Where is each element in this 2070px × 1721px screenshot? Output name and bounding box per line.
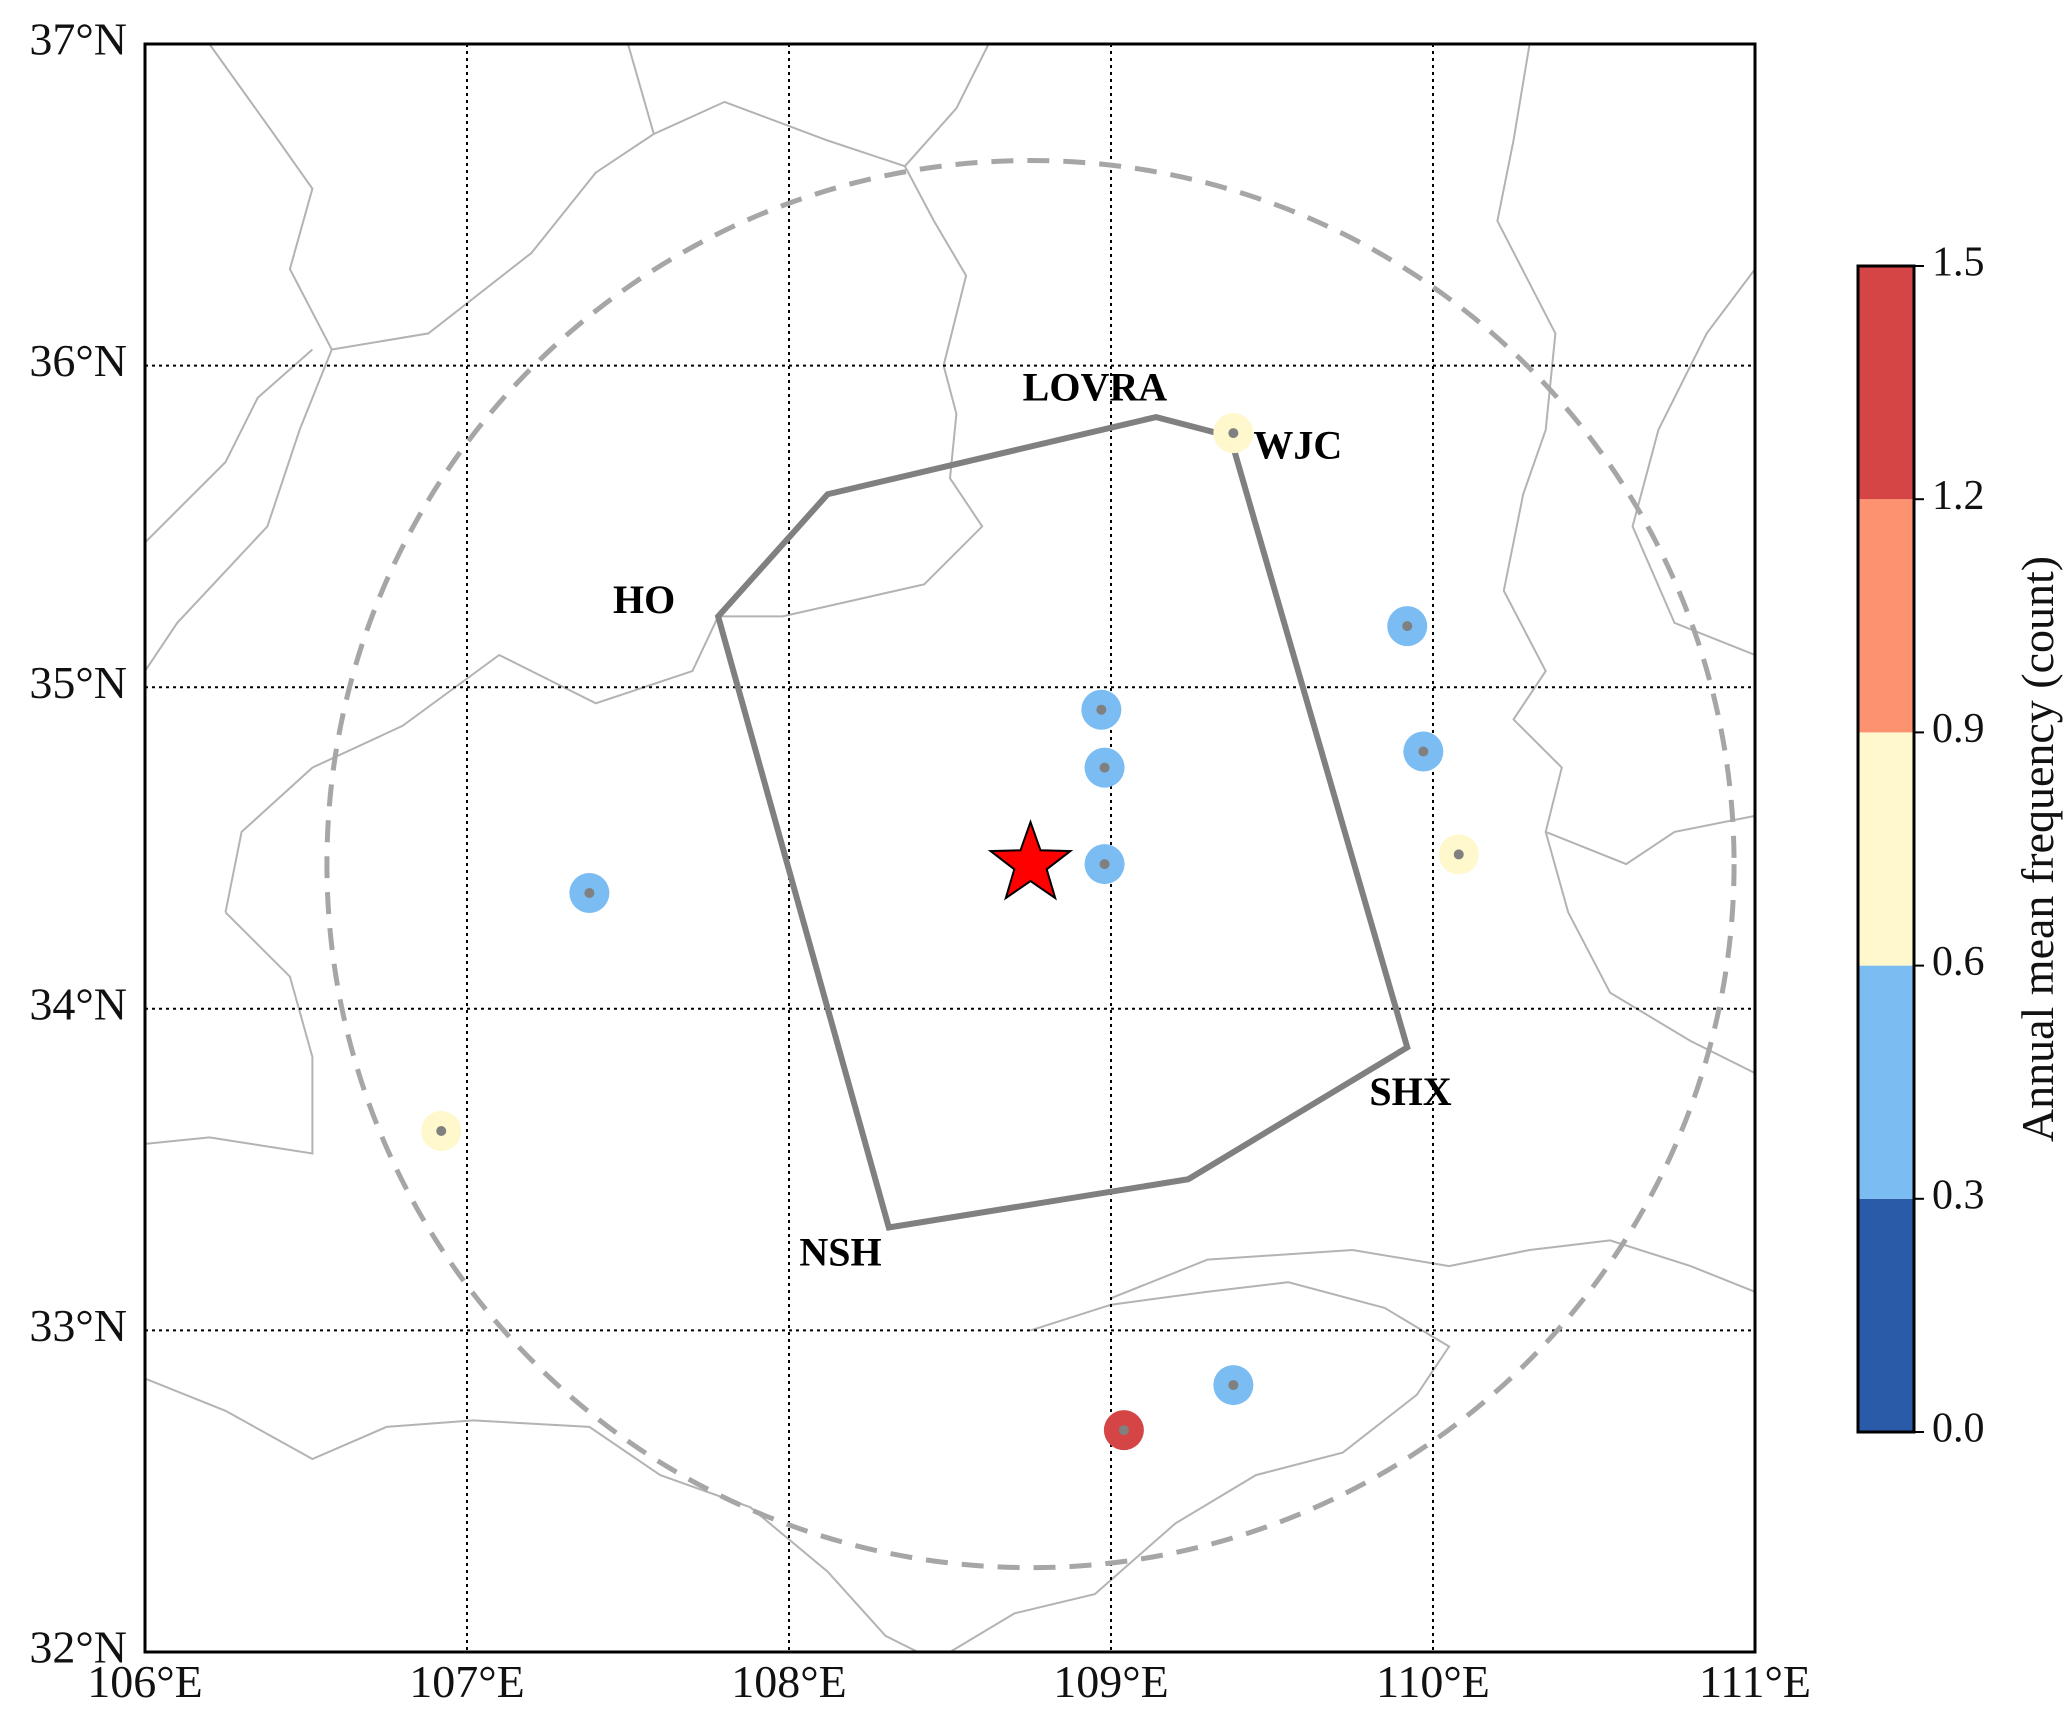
boundary-line bbox=[1544, 831, 1755, 1074]
radar-range-circle bbox=[324, 158, 1737, 1571]
latitude-tick-label: 32°N bbox=[29, 1622, 127, 1673]
colorbar-tick-label: 1.2 bbox=[1932, 473, 1985, 519]
station-dot bbox=[1099, 859, 1110, 870]
station-marker bbox=[569, 873, 610, 914]
boundary-line bbox=[1110, 1239, 1755, 1300]
boundary-line bbox=[949, 1281, 1451, 1652]
colorbar-tick-label: 0.0 bbox=[1932, 1406, 1985, 1452]
colorbar-frame bbox=[1856, 264, 1916, 1434]
longitude-tick-label: 108°E bbox=[731, 1656, 847, 1707]
station-marker bbox=[1081, 689, 1122, 730]
map-frame bbox=[143, 42, 1757, 1654]
boundary-line bbox=[653, 44, 990, 168]
radar-star-icon bbox=[987, 819, 1074, 901]
colorbar-title: Annual mean frequency (count) bbox=[2012, 556, 2063, 1142]
colorbar-tick-label: 0.9 bbox=[1932, 706, 1985, 752]
boundary-line bbox=[1496, 44, 1755, 866]
station-marker bbox=[1438, 834, 1479, 875]
province-boundaries bbox=[145, 44, 1755, 1652]
longitude-tick-label: 106°E bbox=[87, 1656, 203, 1707]
station-dot bbox=[1118, 1425, 1129, 1436]
station-dot bbox=[584, 888, 595, 899]
colorbar-bin bbox=[1858, 266, 1914, 500]
longitude-tick-label: 107°E bbox=[409, 1656, 525, 1707]
colorbar-bins bbox=[1858, 266, 1914, 1432]
colorbar-tick-labels: 0.0 0.3 0.6 0.9 1.2 1.5 bbox=[1914, 240, 1985, 1452]
station-dot bbox=[1096, 704, 1107, 715]
colorbar-bin bbox=[1858, 1198, 1914, 1432]
station-dot bbox=[1418, 746, 1429, 757]
latitude-tick-label: 36°N bbox=[29, 335, 127, 386]
station-marker bbox=[1213, 1365, 1254, 1406]
latitude-tick-label: 33°N bbox=[29, 1300, 127, 1351]
boundary-line bbox=[145, 911, 314, 1155]
site-label: WJC bbox=[1253, 422, 1342, 467]
site-label: NSH bbox=[799, 1230, 881, 1275]
colorbar-tick-label: 0.6 bbox=[1932, 939, 1985, 985]
station-marker bbox=[1103, 1410, 1144, 1451]
boundary-line bbox=[145, 348, 314, 544]
colorbar-tick-label: 0.3 bbox=[1932, 1172, 1985, 1218]
boundary-line bbox=[1631, 268, 1755, 656]
latitude-tick-label: 34°N bbox=[29, 978, 127, 1029]
observation-network-polygon bbox=[714, 413, 1411, 1231]
boundary-line bbox=[331, 44, 655, 351]
colorbar-bin bbox=[1858, 732, 1914, 966]
site-labels: LOVRA WJC HO SHX NSH bbox=[613, 364, 1452, 1274]
station-marker bbox=[1084, 747, 1125, 788]
station-marker bbox=[421, 1111, 462, 1152]
longitude-tick-label: 111°E bbox=[1699, 1656, 1811, 1707]
colorbar-bin bbox=[1858, 499, 1914, 733]
station-dot bbox=[1453, 849, 1464, 860]
graticule-grid bbox=[145, 44, 1755, 1652]
latitude-tick-label: 35°N bbox=[29, 657, 127, 708]
station-dot bbox=[1228, 1380, 1239, 1391]
station-dot bbox=[1402, 621, 1413, 632]
colorbar-bin bbox=[1858, 965, 1914, 1199]
longitude-tick-labels: 106°E 107°E 108°E 109°E 110°E 111°E bbox=[87, 1656, 1811, 1707]
longitude-tick-label: 109°E bbox=[1053, 1656, 1169, 1707]
station-marker bbox=[1387, 606, 1428, 647]
station-markers bbox=[421, 413, 1479, 1451]
site-label: LOVRA bbox=[1023, 364, 1168, 409]
longitude-tick-label: 110°E bbox=[1376, 1656, 1490, 1707]
site-label: HO bbox=[613, 577, 675, 622]
station-marker bbox=[1084, 844, 1125, 885]
map-background bbox=[145, 44, 1755, 1652]
station-dot bbox=[436, 1126, 447, 1137]
station-marker bbox=[1213, 413, 1254, 454]
latitude-tick-labels: 37°N 36°N 35°N 34°N 33°N 32°N bbox=[29, 14, 127, 1673]
site-label: SHX bbox=[1369, 1069, 1451, 1114]
colorbar: 0.0 0.3 0.6 0.9 1.2 1.5 Annual mean frequency… bbox=[1856, 240, 2063, 1452]
station-dot bbox=[1228, 428, 1239, 439]
boundary-line bbox=[224, 165, 984, 913]
boundary-line bbox=[145, 1377, 919, 1652]
station-marker bbox=[1403, 731, 1444, 772]
station-dot bbox=[1099, 762, 1110, 773]
latitude-tick-label: 37°N bbox=[29, 14, 127, 65]
colorbar-tick-label: 1.5 bbox=[1932, 240, 1985, 286]
